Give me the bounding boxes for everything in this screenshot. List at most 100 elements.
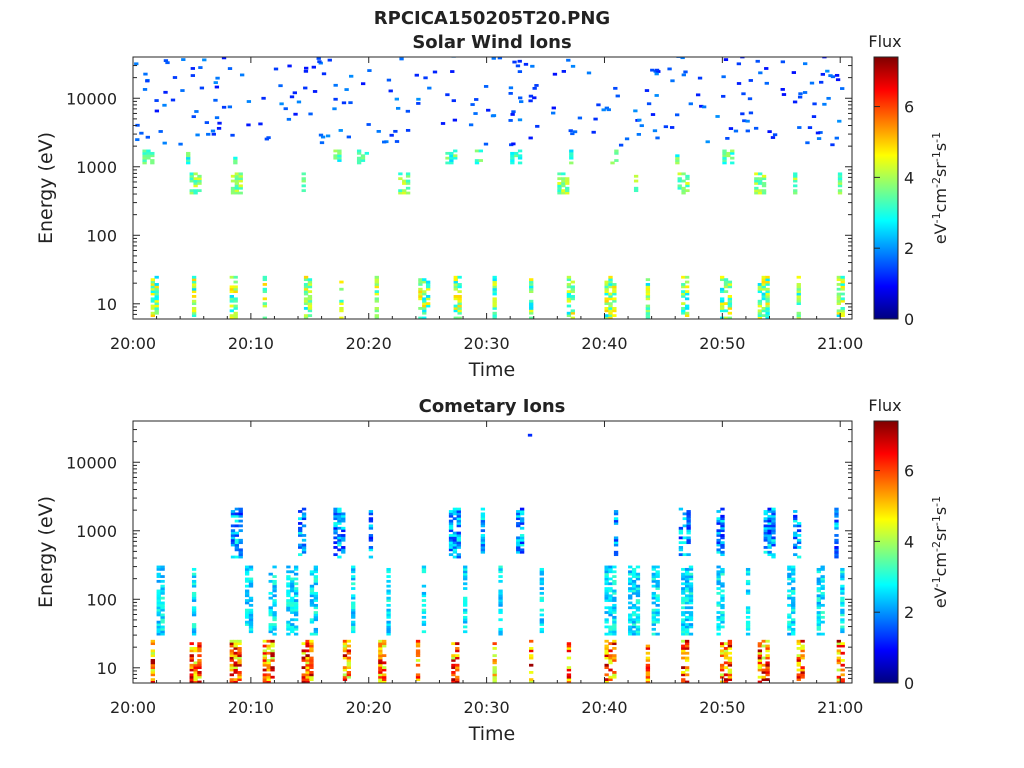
heatmap-cell [834, 534, 839, 537]
heatmap-cell [498, 599, 503, 602]
heatmap-cell [286, 582, 291, 586]
heatmap-cell [539, 627, 544, 631]
heatmap-cell [154, 309, 159, 313]
heatmap-cell [313, 618, 318, 622]
heatmap-cell [612, 627, 617, 631]
heatmap-cell [840, 299, 845, 303]
heatmap-cell [341, 517, 346, 521]
heatmap-cell [272, 603, 277, 607]
heatmap-cell [457, 302, 462, 306]
heatmap-cell [612, 287, 617, 291]
heatmap-cell [382, 678, 387, 682]
heatmap-cell [757, 659, 763, 662]
heatmap-cell [757, 642, 763, 646]
heatmap-cell [230, 538, 236, 542]
heatmap-cell [684, 642, 690, 646]
heatmap-cell [645, 668, 651, 672]
heatmap-cell [816, 618, 821, 622]
heatmap-cell [635, 615, 641, 619]
heatmap-cell [757, 656, 763, 660]
heatmap-cell [800, 647, 805, 650]
heatmap-cell [800, 654, 805, 658]
heatmap-cell [337, 151, 342, 155]
heatmap-cell [154, 99, 159, 102]
heatmap-cell [628, 620, 633, 624]
heatmap-cell [681, 671, 686, 674]
heatmap-cell [719, 309, 725, 313]
heatmap-cell [561, 172, 566, 176]
heatmap-cell [757, 287, 763, 291]
heatmap-cell [293, 632, 299, 636]
heatmap-cell [681, 644, 686, 648]
heatmap-cell [730, 149, 735, 153]
heatmap-cell [233, 666, 238, 670]
figure-title: RPCICA150205T20.PNG [374, 8, 610, 29]
heatmap-cell [645, 304, 651, 308]
heatmap-cell [374, 275, 379, 279]
heatmap-cell [262, 290, 267, 294]
heatmap-cell [688, 606, 694, 610]
heatmap-cell [793, 524, 798, 528]
heatmap-cell [452, 541, 458, 545]
heatmap-cell [244, 570, 250, 574]
heatmap-cell [333, 541, 338, 545]
heatmap-cell [645, 675, 651, 679]
heatmap-cell [309, 644, 314, 648]
heatmap-cell [378, 673, 383, 677]
heatmap-cell [262, 656, 267, 660]
heatmap-cell [272, 601, 277, 605]
heatmap-cell [351, 567, 356, 571]
heatmap-cell [745, 589, 751, 593]
heatmap-cell [360, 159, 366, 162]
heatmap-cell [405, 186, 411, 190]
heatmap-cell [566, 680, 572, 683]
heatmap-cell [608, 606, 613, 610]
heatmap-cell [258, 122, 263, 126]
heatmap-cell [681, 651, 686, 655]
heatmap-cell [688, 596, 694, 600]
heatmap-cell [840, 603, 845, 607]
heatmap-cell [684, 651, 690, 655]
heatmap-cell [628, 627, 633, 631]
colorbar-tick-label: 6 [904, 98, 914, 117]
heatmap-cell [684, 297, 690, 301]
heatmap-cell [820, 603, 825, 607]
heatmap-cell [237, 671, 242, 674]
heatmap-cell [631, 591, 637, 595]
heatmap-cell [341, 529, 346, 533]
heatmap-cell [150, 654, 156, 658]
heatmap-cell [338, 129, 343, 132]
heatmap-cell [527, 433, 533, 437]
heatmap-cell [301, 179, 306, 183]
heatmap-cell [608, 311, 613, 315]
heatmap-cell [234, 555, 240, 559]
heatmap-cell [655, 599, 660, 602]
heatmap-cell [492, 642, 497, 646]
heatmap-cell [492, 311, 497, 315]
heatmap-cell [337, 534, 342, 537]
heatmap-cell [368, 512, 374, 516]
heatmap-cell [635, 587, 641, 590]
heatmap-cell [191, 625, 197, 629]
heatmap-cell [456, 531, 461, 535]
heatmap-cell [221, 57, 227, 60]
heatmap-cell [333, 83, 338, 87]
heatmap-cell [765, 656, 770, 660]
heatmap-cell [313, 611, 318, 614]
heatmap-cell [767, 536, 772, 540]
heatmap-cell [309, 656, 314, 660]
heatmap-cell [237, 663, 242, 667]
heatmap-cell [651, 584, 656, 588]
heatmap-cell [160, 587, 165, 590]
heatmap-cell [591, 130, 596, 134]
heatmap-cell [290, 618, 295, 622]
heatmap-cell [681, 618, 686, 622]
heatmap-cell [767, 507, 772, 511]
heatmap-cell [339, 299, 344, 303]
heatmap-cell [309, 603, 315, 607]
heatmap-cell [290, 606, 295, 610]
heatmap-cell [402, 179, 407, 183]
heatmap-cell [840, 589, 845, 593]
heatmap-cell [826, 96, 831, 100]
heatmap-cell [150, 161, 155, 165]
